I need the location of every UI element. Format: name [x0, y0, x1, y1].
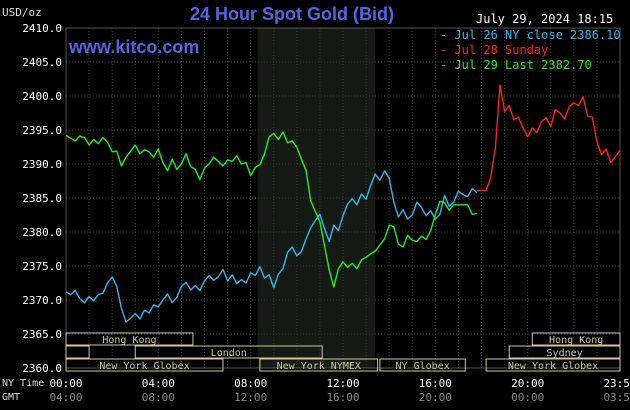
session-label: New York Globex — [508, 361, 598, 372]
y-tick-label: 2395.0 — [22, 124, 62, 137]
session-label: Hong Kong — [549, 335, 603, 346]
x-tick-label-gmt: 03:59 — [603, 391, 630, 404]
session-box — [65, 358, 224, 372]
x-tick-label-gmt: 08:00 — [142, 391, 175, 404]
y-tick-label: 2405.0 — [22, 56, 62, 69]
y-tick-label: 2365.0 — [22, 328, 62, 341]
chart-title: 24 Hour Spot Gold (Bid) — [190, 4, 394, 24]
x-tick-label-ny: 23:59 — [603, 377, 630, 390]
legend-item-ny-close: - Jul 26 NY close 2386.10 — [440, 28, 621, 42]
y-tick-label: 2400.0 — [22, 90, 62, 103]
x-tick-label-ny: 04:00 — [142, 377, 175, 390]
session-label: London — [211, 348, 247, 359]
y-tick-label: 2380.0 — [22, 226, 62, 239]
nymex-session-highlight — [257, 28, 376, 368]
session-label: New York NYMEX — [277, 361, 361, 372]
legend-item-sunday: - Jul 28 Sunday — [440, 43, 549, 57]
x-tick-label-ny: 12:00 — [326, 377, 359, 390]
x-tick-label-gmt: 00:00 — [511, 391, 544, 404]
y-tick-label: 2390.0 — [22, 158, 62, 171]
legend: - Jul 26 NY close 2386.10 - Jul 28 Sunda… — [440, 28, 621, 73]
session-box — [65, 332, 194, 346]
legend-item-last: - Jul 29 Last 2382.70 — [440, 58, 592, 72]
session-box — [531, 332, 621, 346]
x-tick-label-ny: 16:00 — [419, 377, 452, 390]
session-label: New York Globex — [99, 361, 189, 372]
ny-time-label: NY Time — [2, 378, 45, 389]
plot-border — [65, 27, 621, 369]
x-tick-label-gmt: 12:00 — [234, 391, 267, 404]
y-tick-label: 2375.0 — [22, 260, 62, 273]
y-tick-label: 2385.0 — [22, 192, 62, 205]
session-box — [508, 345, 621, 359]
session-label: Sydney — [547, 348, 583, 359]
session-box — [485, 358, 621, 372]
unit-label: USD/oz — [2, 6, 42, 19]
x-tick-label-ny: 08:00 — [234, 377, 267, 390]
session-box — [379, 358, 466, 372]
series-line-2 — [65, 131, 478, 288]
x-tick-label-ny: 20:00 — [511, 377, 544, 390]
x-tick-label-gmt: 16:00 — [326, 391, 359, 404]
series-line-0 — [65, 170, 478, 323]
y-tick-label: 2370.0 — [22, 294, 62, 307]
x-tick-label-ny: 00:00 — [49, 377, 82, 390]
x-tick-label-gmt: 20:00 — [419, 391, 452, 404]
chart-date: July 29, 2024 18:15 — [476, 12, 614, 26]
session-box — [259, 358, 379, 372]
series-line-1 — [476, 84, 621, 192]
session-box — [134, 345, 323, 359]
gmt-label: GMT — [2, 392, 21, 403]
y-tick-label: 2410.0 — [22, 22, 62, 35]
x-tick-label-gmt: 04:00 — [49, 391, 82, 404]
website-link[interactable]: www.kitco.com — [69, 37, 200, 57]
session-label: NY Globex — [396, 361, 450, 372]
session-box — [65, 345, 90, 359]
y-tick-label: 2360.0 — [22, 362, 62, 375]
session-label: Hong Kong — [102, 335, 156, 346]
